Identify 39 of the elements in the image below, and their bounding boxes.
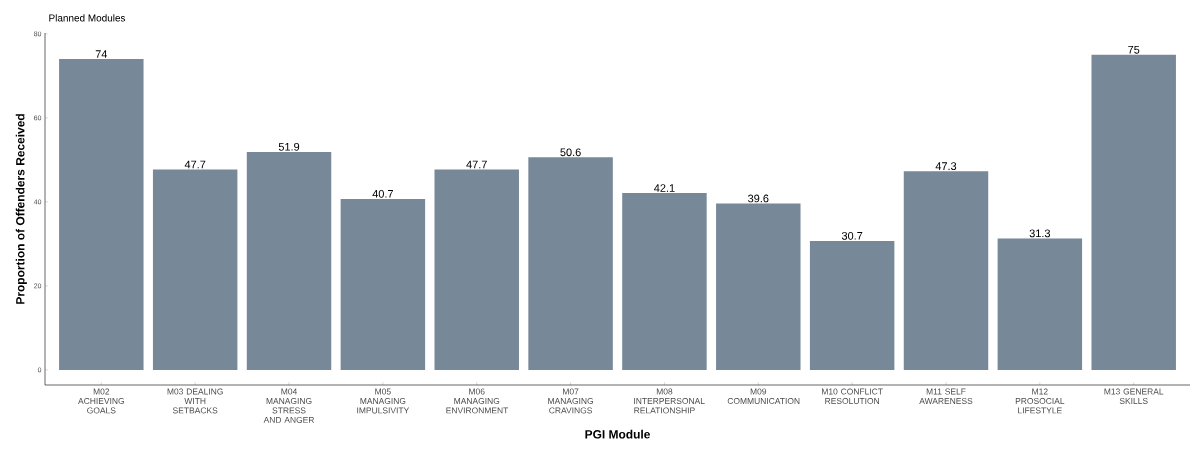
data-label: 74	[95, 50, 108, 58]
data-label: 47.7	[184, 160, 206, 169]
bar	[340, 198, 426, 370]
bar	[622, 193, 707, 370]
x-tick-label: M08 INTERPERSONAL RELATIONSHIP	[634, 388, 705, 414]
bar	[246, 151, 332, 370]
bar	[59, 59, 144, 370]
data-label: 75	[1128, 46, 1140, 54]
data-label: 42.1	[654, 184, 675, 192]
data-label: 51.9	[278, 142, 300, 151]
bar	[997, 238, 1083, 370]
data-label: 30.7	[841, 231, 863, 240]
x-tick-label: M02 ACHIEVING GOALS	[78, 388, 124, 414]
bar	[716, 203, 801, 370]
x-tick-label: M11 SELF AWARENESS	[919, 388, 973, 404]
x-tick-label: M04 MANAGING STRESS AND ANGER	[263, 388, 315, 423]
x-tick-label: M06 MANAGING ENVIRONMENT	[446, 388, 509, 414]
bar	[903, 171, 989, 370]
data-label: 47.7	[466, 160, 487, 169]
x-tick-label: M13 GENERAL SKILLS	[1104, 388, 1164, 404]
x-tick-label: M05 MANAGING IMPULSIVITY	[357, 388, 410, 414]
bar	[809, 240, 895, 370]
x-tick-label: M03 DEALING WITH SETBACKS	[167, 388, 223, 414]
bar	[434, 169, 519, 370]
data-label: 50.6	[560, 148, 581, 157]
data-label: 39.6	[748, 194, 769, 203]
bar	[152, 169, 238, 370]
bar	[528, 157, 613, 370]
x-axis-title: PGI Module	[585, 429, 650, 439]
chart-title: Planned Modules	[49, 14, 126, 22]
data-label: 47.3	[935, 162, 957, 170]
x-tick-label: M07 MANAGING CRAVINGS	[548, 388, 593, 414]
y-axis-title: Proportion of Offenders Received	[15, 114, 27, 304]
data-label: 40.7	[372, 189, 393, 198]
data-label: 31.3	[1029, 229, 1051, 238]
x-tick-label: M09 COMMUNICATION	[727, 388, 800, 404]
bar	[1091, 54, 1176, 370]
x-tick-label: M12 PROSOCIAL LIFESTYLE	[1015, 388, 1065, 414]
x-tick-label: M10 CONFLICT RESOLUTION	[822, 388, 883, 404]
